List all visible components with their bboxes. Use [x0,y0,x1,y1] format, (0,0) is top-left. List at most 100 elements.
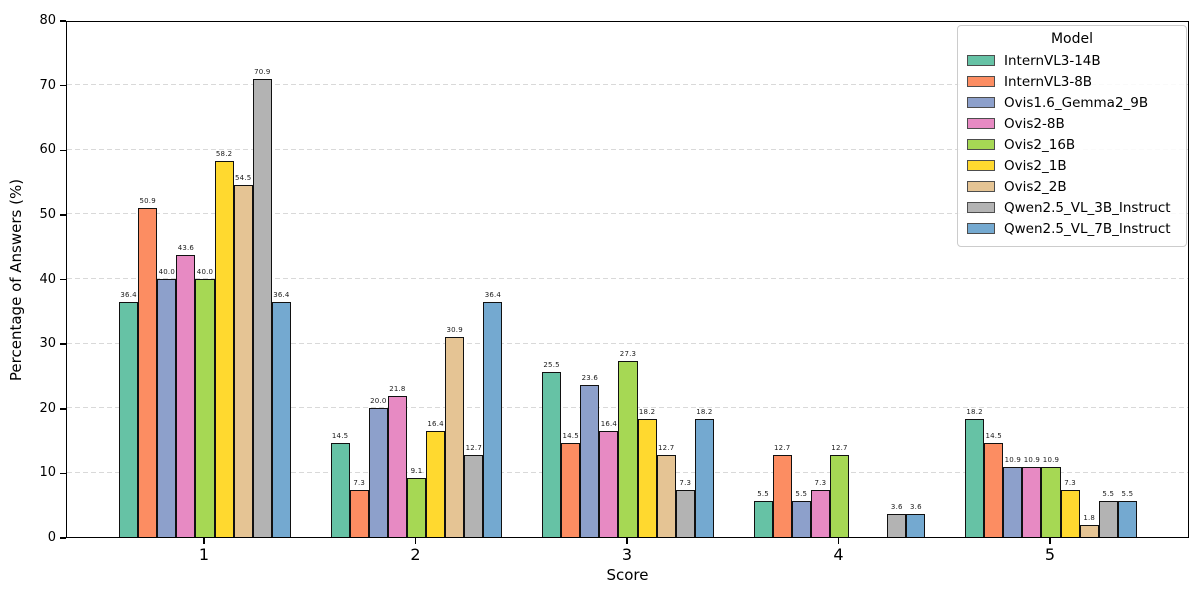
x-tick-label: 1 [198,545,210,564]
bar-value-label: 18.2 [966,408,983,417]
bar-value-label: 36.4 [273,290,290,299]
bar-Ovis2-8B-score5 [1022,466,1042,537]
bar-InternVL3-8B-score5 [984,443,1004,537]
x-tick-mark [203,538,205,544]
bar-Ovis1.6_Gemma2_9B-score3 [580,384,600,537]
bar-value-label: 14.5 [562,432,579,441]
bar-value-label: 27.3 [619,349,637,358]
legend-item-label: Ovis1.6_Gemma2_9B [1004,94,1149,111]
y-tick-mark [60,20,66,22]
bar-InternVL3-14B-score3 [542,372,562,537]
bar-value-label: 7.3 [1064,478,1076,487]
legend-swatch-icon [967,55,995,66]
y-tick-mark [60,408,66,410]
legend-item-Ovis1.6_Gemma2_9B: Ovis1.6_Gemma2_9B [967,92,1177,113]
legend-item-Ovis2_1B: Ovis2_1B [967,155,1177,176]
bar-Ovis2_1B-score2 [426,431,446,537]
x-tick-mark [626,538,628,544]
y-tick-mark [60,537,66,539]
bar-value-label: 18.2 [638,408,656,417]
x-tick-label: 2 [410,545,421,564]
bar-Ovis2-8B-score1 [176,255,196,537]
bar-value-label: 5.5 [795,490,808,499]
bar-Qwen2.5_VL_7B_Instruct-score5 [1117,501,1137,537]
bar-Ovis2_1B-score5 [1060,489,1080,537]
legend-item-label: InternVL3-8B [1004,73,1093,90]
bar-value-label: 5.5 [1102,490,1115,499]
bar-Ovis1.6_Gemma2_9B-score1 [157,278,177,537]
legend-swatch-icon [967,160,995,171]
bar-Ovis2_2B-score5 [1079,525,1099,537]
bar-InternVL3-8B-score3 [561,443,581,537]
legend-swatch-icon [967,139,995,150]
bar-Ovis1.6_Gemma2_9B-score4 [791,501,811,537]
bar-Ovis2_16B-score1 [195,278,215,537]
bar-Ovis2_1B-score1 [214,160,234,537]
y-tick-mark [60,149,66,151]
bar-Ovis2-8B-score4 [810,489,830,537]
gridline-y50 [67,213,1188,215]
bar-Ovis2_16B-score2 [406,478,427,537]
bar-value-label: 16.4 [427,420,444,429]
legend-swatch-icon [967,76,995,87]
bar-value-label: 10.9 [1004,455,1021,464]
bar-Qwen2.5_VL_3B_Instruct-score4 [887,513,907,537]
bar-value-label: 36.4 [484,290,502,299]
bar-value-label: 5.5 [757,490,769,499]
bar-value-label: 14.5 [331,432,349,441]
bar-value-label: 16.4 [600,420,618,429]
bar-InternVL3-8B-score4 [772,454,792,537]
legend-item-label: Qwen2.5_VL_3B_Instruct [1004,199,1171,216]
bar-value-label: 10.9 [1042,455,1060,464]
bar-Qwen2.5_VL_3B_Instruct-score2 [464,454,484,537]
bar-value-label: 10.9 [1023,455,1041,464]
gridline-y30 [67,342,1188,344]
y-tick-mark [60,214,66,216]
bar-value-label: 14.5 [985,432,1002,441]
legend-item-Ovis2_2B: Ovis2_2B [967,176,1177,197]
legend-item-InternVL3-8B: InternVL3-8B [967,71,1177,92]
legend-item-Qwen2.5_VL_7B_Instruct: Qwen2.5_VL_7B_Instruct [967,218,1177,239]
x-axis-label: Score [606,566,649,584]
y-tick-mark [60,278,66,281]
bar-InternVL3-8B-score1 [138,208,158,537]
bar-Qwen2.5_VL_7B_Instruct-score3 [694,419,714,537]
bar-value-label: 7.3 [814,478,827,487]
bar-Ovis1.6_Gemma2_9B-score2 [368,407,388,537]
x-tick-label: 5 [1044,545,1056,564]
bar-value-label: 1.8 [1083,514,1096,523]
gridline-y70 [67,84,1188,86]
bar-Ovis2_2B-score2 [445,337,465,537]
bar-value-label: 43.6 [177,244,195,253]
bar-value-label: 21.8 [389,385,406,394]
bar-value-label: 7.3 [353,478,366,487]
legend-title: Model [1050,31,1094,47]
bar-value-label: 12.7 [773,443,791,452]
bar-InternVL3-14B-score1 [119,301,139,537]
bar-value-label: 36.4 [120,290,137,299]
bar-value-label: 40.0 [158,267,175,276]
legend-item-label: Ovis2-8B [1004,115,1065,132]
bar-Qwen2.5_VL_3B_Instruct-score3 [675,489,695,537]
bar-value-label: 9.1 [410,467,423,476]
legend: Model InternVL3-14B InternVL3-8B Ovis1.6_G… [957,25,1187,247]
bar-value-label: 50.9 [139,197,156,206]
bar-value-label: 5.5 [1121,490,1134,499]
x-tick-label: 4 [833,545,844,564]
bar-value-label: 40.0 [196,267,214,276]
x-tick-mark [1049,538,1051,544]
legend-item-Ovis2_16B: Ovis2_16B [967,134,1177,155]
bar-value-label: 12.7 [465,443,482,452]
x-tick-label: 3 [621,545,633,564]
y-tick-label: 10 [39,465,56,481]
bar-InternVL3-14B-score5 [965,419,985,537]
legend-swatch-icon [967,181,995,192]
legend-item-label: Ovis2_16B [1004,136,1076,153]
bar-Ovis2_2B-score1 [233,184,253,537]
y-tick-label: 60 [39,142,56,158]
y-tick-label: 20 [39,400,56,416]
bar-Qwen2.5_VL_7B_Instruct-score1 [271,301,291,537]
y-tick-label: 70 [39,77,56,93]
bar-value-label: 58.2 [215,149,233,158]
